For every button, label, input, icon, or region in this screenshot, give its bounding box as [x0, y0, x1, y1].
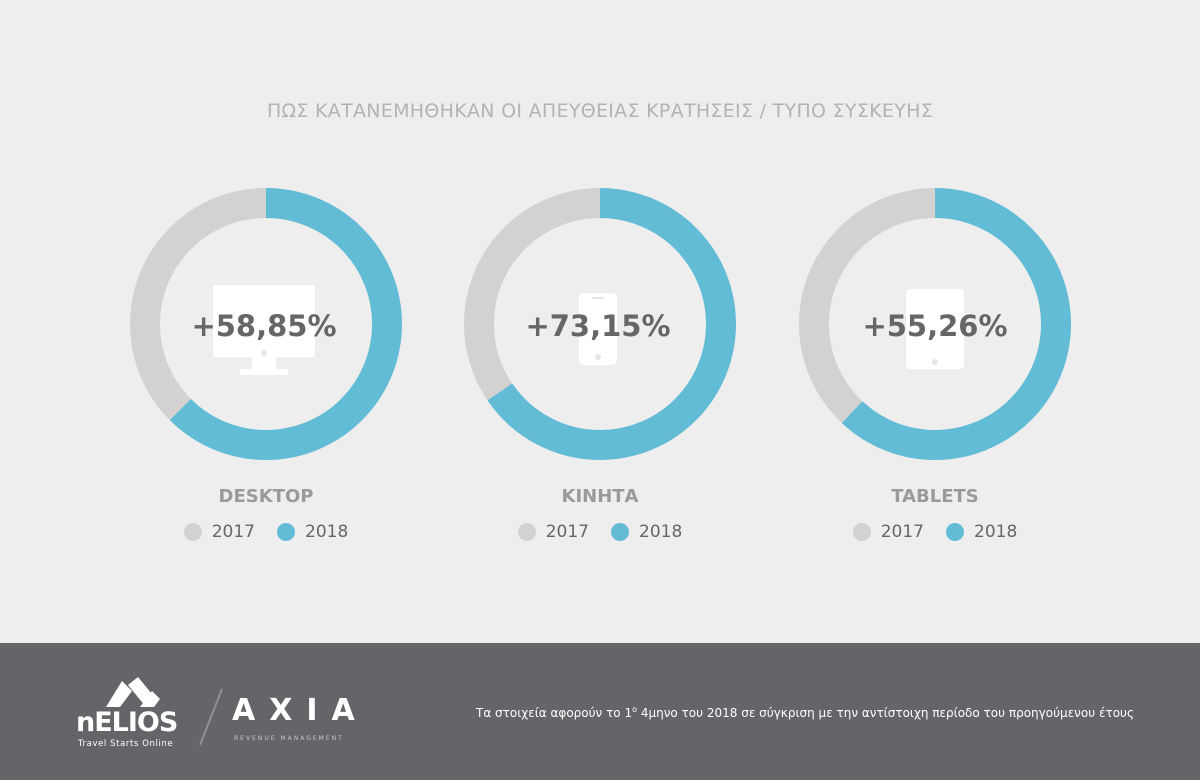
nelios-logo: nELIOS Travel Starts Online [76, 677, 186, 757]
legend-dot-2017 [183, 523, 202, 541]
legend-label-2017: 2017 [545, 522, 589, 542]
legend-label-2018: 2018 [974, 522, 1018, 542]
legend: 2017 2018 [128, 522, 404, 542]
footnote: Τα στοιχεία αφορούν το 1ο 4μηνο του 2018… [476, 705, 1134, 720]
donut-chart-tablets: +55,26% TABLETS 2017 2018 [797, 186, 1073, 542]
legend-item-2018: 2018 [611, 522, 682, 542]
nelios-mark-icon [106, 677, 160, 707]
footer-bar: nELIOS Travel Starts Online AXIA REVENUE… [0, 643, 1200, 780]
divider-slash-icon [199, 688, 223, 746]
donut-slice-2017 [464, 188, 736, 460]
footnote-post: 4μηνο του 2018 σε σύγκριση με την αντίστ… [637, 706, 1135, 720]
footnote-sup: ο [632, 705, 637, 714]
center-value: +73,15% [525, 309, 670, 343]
legend-item-2017: 2017 [517, 522, 589, 542]
legend-label-2018: 2018 [639, 522, 683, 542]
footnote-pre: Τα στοιχεία αφορούν το 1 [476, 706, 633, 720]
donut-svg: +55,26% [799, 188, 1071, 460]
legend: 2017 2018 [462, 522, 738, 542]
legend-item-2018: 2018 [277, 522, 348, 542]
chart-title: ΠΩΣ ΚΑΤΑΝΕΜΗΘΗΚΑΝ ΟΙ ΑΠΕΥΘΕΙΑΣ ΚΡΑΤΗΣΕΙΣ… [266, 100, 934, 122]
axia-wordmark: AXIA [232, 693, 369, 728]
legend-label-2017: 2017 [211, 522, 255, 542]
legend-label-2017: 2017 [880, 522, 924, 542]
donut-svg: +58,85% [130, 188, 402, 460]
center-value: +58,85% [191, 309, 336, 343]
legend-dot-2018 [946, 523, 964, 541]
nelios-tagline: Travel Starts Online [78, 739, 174, 749]
donut-svg: +73,15% [464, 188, 736, 460]
nelios-wordmark: nELIOS [76, 707, 178, 738]
legend: 2017 2018 [797, 522, 1073, 542]
donut-slice-2017 [799, 188, 1071, 460]
legend-dot-2017 [517, 523, 536, 541]
legend-label-2018: 2018 [305, 522, 349, 542]
legend-dot-2018 [277, 523, 295, 541]
axia-subtitle: REVENUE MANAGEMENT [234, 735, 344, 742]
legend-item-2017: 2017 [852, 522, 924, 542]
center-value: +55,26% [862, 309, 1007, 343]
desktop-monitor-icon [213, 285, 315, 375]
device-label: TABLETS [891, 486, 979, 507]
axia-logo: AXIA REVENUE MANAGEMENT [232, 693, 402, 753]
mobile-phone-icon [579, 293, 617, 365]
legend-item-2018: 2018 [946, 522, 1017, 542]
legend-dot-2017 [852, 523, 871, 541]
device-label: ΚΙΝΗΤΑ [561, 486, 639, 507]
tablet-icon [906, 289, 964, 369]
device-label: DESKTOP [218, 486, 314, 507]
donut-chart-mobile: +73,15% ΚΙΝΗΤΑ 2017 2018 [462, 186, 738, 542]
donut-chart-desktop: +58,85% DESKTOP 2017 2018 [128, 186, 404, 542]
legend-item-2017: 2017 [183, 522, 255, 542]
donut-slice-2017 [130, 188, 402, 460]
legend-dot-2018 [611, 523, 629, 541]
